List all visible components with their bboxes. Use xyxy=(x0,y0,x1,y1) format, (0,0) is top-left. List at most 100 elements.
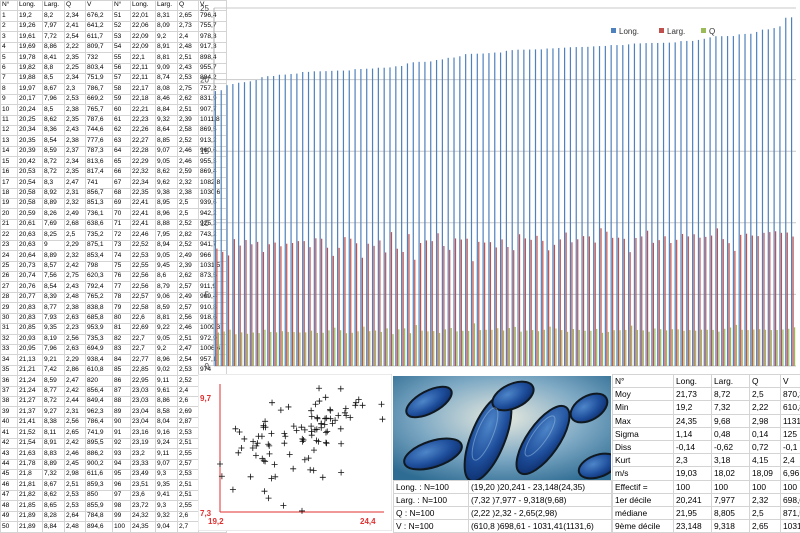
table-cell: 744,6 xyxy=(85,125,113,137)
stats-cell: 125 xyxy=(780,426,800,441)
table-cell: 45 xyxy=(0,468,18,481)
bar-long xyxy=(441,59,443,366)
table-row: 7 19,88 8,5 2,34 751,9 57 22,11 8,74 2,53 884,2 xyxy=(0,72,227,85)
table-cell: 2,64 xyxy=(64,510,86,523)
table-cell: 820 xyxy=(85,375,113,387)
table-cell: 9,09 xyxy=(155,62,178,74)
table-cell: 22,26 xyxy=(130,125,156,137)
table-cell: 21,27 xyxy=(17,396,43,408)
bar-long xyxy=(633,43,636,366)
table-cell: 8,64 xyxy=(155,125,178,137)
table-cell: 2,25 xyxy=(64,62,86,74)
table-cell: 23,2 xyxy=(130,448,156,460)
table-cell: 18 xyxy=(0,187,18,200)
stats-row-label: Effectif = xyxy=(612,479,674,494)
table-cell: 5 xyxy=(0,52,18,64)
bar-q xyxy=(537,331,540,366)
bar-long xyxy=(220,90,222,366)
scatter-point xyxy=(265,441,272,448)
table-cell: 21,81 xyxy=(17,479,43,491)
table-cell: 9,2 xyxy=(155,31,178,43)
table-cell: 8,85 xyxy=(155,135,178,147)
table-cell: 8,09 xyxy=(155,20,178,33)
table-cell: 853,4 xyxy=(85,250,113,262)
bar-long xyxy=(389,67,391,366)
scatter-point xyxy=(327,415,334,422)
stats-row: Diss -0,14 -0,62 0,72 -0,1 xyxy=(612,439,800,455)
table-cell: 894,6 xyxy=(85,521,113,533)
table-cell: 777,6 xyxy=(85,135,113,147)
table-cell: 850 xyxy=(85,489,113,502)
bar-long xyxy=(575,47,577,367)
bar-q xyxy=(497,328,499,366)
table-cell: 20,77 xyxy=(17,291,43,304)
bar-long xyxy=(337,70,339,366)
bar-larg xyxy=(262,252,265,366)
legend-entry: Long. xyxy=(619,27,639,36)
table-cell: 17 xyxy=(0,177,18,189)
table-cell: 24 xyxy=(0,250,18,262)
table-row: 12 20,34 8,36 2,43 744,6 62 22,26 8,64 2,58 869,5 xyxy=(0,125,227,137)
bar-q xyxy=(793,327,796,366)
bar-larg xyxy=(315,238,317,366)
table-cell: 2,43 xyxy=(64,125,86,137)
table-cell: 849,4 xyxy=(85,396,113,408)
table-cell: 83 xyxy=(112,343,131,356)
table-cell: 27 xyxy=(0,281,18,293)
table-row: 6 19,82 8,8 2,25 803,4 56 22,11 9,09 2,43 955,7 xyxy=(0,62,227,74)
scatter-point xyxy=(236,429,243,435)
scatter-point xyxy=(341,409,348,416)
bar-long xyxy=(593,46,595,367)
bar-long xyxy=(732,36,734,366)
bar-larg xyxy=(728,243,730,366)
bar-long xyxy=(686,40,688,366)
table-cell: 8,62 xyxy=(42,489,65,502)
table-row: 4621,818,672,51859,39623,519,352,511075,… xyxy=(0,479,227,491)
bar-larg xyxy=(449,249,451,366)
table-cell: 786,4 xyxy=(85,416,113,429)
table-cell: 95 xyxy=(112,468,131,481)
table-cell: 84 xyxy=(112,354,131,366)
bar-larg xyxy=(291,242,294,366)
scatter-y-min-label: 7,3 xyxy=(200,509,212,518)
table-cell: 20,24 xyxy=(17,104,43,116)
table-cell: 22,95 xyxy=(130,375,156,387)
table-cell: 59 xyxy=(112,93,131,106)
table-cell: 856,4 xyxy=(85,385,113,398)
bar-q xyxy=(456,331,458,366)
bar-long xyxy=(360,69,362,366)
bar-larg xyxy=(513,250,515,366)
stats-row: Sigma 1,14 0,48 0,14 125 xyxy=(612,426,800,441)
table-cell: 2,42 xyxy=(64,437,86,450)
table-cell: 38 xyxy=(0,396,18,408)
bar-long xyxy=(499,52,502,367)
bar-long xyxy=(401,65,403,366)
table-row: 9 20,17 7,96 2,53 669,2 59 22,18 8,46 2,62 831,9 xyxy=(0,93,227,106)
stats-row-label: Sigma xyxy=(612,426,674,441)
bar-long xyxy=(610,45,612,366)
table-cell: 8,3 xyxy=(42,177,65,189)
scatter-point xyxy=(338,469,345,476)
bar-q xyxy=(433,331,435,366)
table-cell: 9,22 xyxy=(155,323,178,335)
table-cell: 735,3 xyxy=(85,333,113,345)
table-cell: 19,88 xyxy=(17,72,43,85)
table-cell: 9,05 xyxy=(155,156,178,168)
stats-cell: 2,32 xyxy=(749,492,781,507)
bar-q xyxy=(543,329,545,366)
table-cell: 19,69 xyxy=(17,41,43,54)
table-row: 19 20,58 8,89 2,32 851,3 69 22,41 8,95 2,5 939,6 xyxy=(0,197,227,210)
table-cell: 23,04 xyxy=(130,406,156,418)
table-cell: 2,47 xyxy=(64,375,86,387)
table-cell: 26 xyxy=(0,270,18,283)
bar-long xyxy=(552,48,554,367)
table-cell: 40 xyxy=(0,416,18,429)
scatter-point xyxy=(323,415,330,422)
bar-long xyxy=(761,29,764,366)
bar-q xyxy=(409,333,412,366)
bar-q xyxy=(724,328,726,366)
scatter-point xyxy=(316,398,323,405)
bar-larg xyxy=(751,235,753,366)
